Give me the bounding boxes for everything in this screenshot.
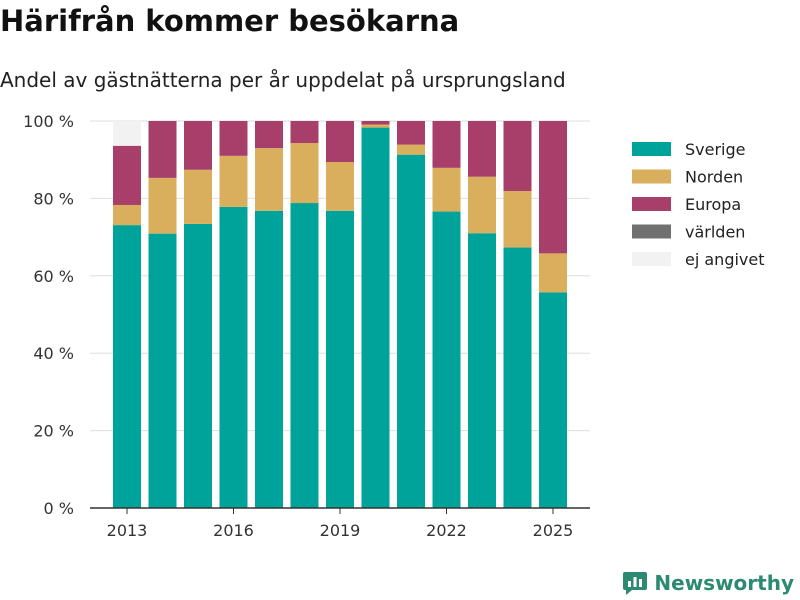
- bar-segment: [539, 121, 567, 254]
- y-tick-label: 100 %: [23, 112, 74, 131]
- x-tick-label: 2025: [533, 521, 574, 540]
- bar-segment: [219, 206, 248, 508]
- bar-segment: [397, 154, 425, 508]
- bar-segment: [468, 121, 496, 177]
- bar-segment: [539, 292, 567, 508]
- legend-swatch: [632, 224, 671, 239]
- y-tick-label: 20 %: [33, 422, 74, 441]
- bar-segment: [432, 121, 461, 168]
- bar-segment: [113, 204, 141, 226]
- bar-segment: [255, 121, 283, 149]
- bar-segment: [361, 121, 390, 125]
- legend-swatch: [632, 197, 671, 211]
- legend-label: Sverige: [685, 140, 746, 159]
- bar-segment: [503, 121, 532, 192]
- bar-segment: [148, 121, 177, 178]
- legend-label: världen: [685, 223, 745, 242]
- bar-segment: [290, 143, 319, 204]
- bar-segment: [468, 233, 496, 509]
- bar-segment: [148, 233, 177, 508]
- legend-swatch: [632, 142, 671, 156]
- bar-segment: [361, 127, 390, 508]
- bar-segment: [113, 225, 141, 508]
- bar-segment: [184, 121, 212, 170]
- y-tick-label: 40 %: [33, 344, 74, 363]
- bar-segment: [290, 203, 319, 508]
- bar-segment: [397, 144, 425, 155]
- bar-segment: [503, 191, 532, 248]
- brand-name: Newsworthy: [654, 571, 794, 595]
- bar-segment: [184, 223, 212, 508]
- legend-label: Europa: [685, 195, 741, 214]
- bar-segment: [326, 210, 354, 508]
- y-tick-label: 0 %: [44, 499, 74, 518]
- bar-segment: [255, 148, 283, 211]
- chart-subtitle: Andel av gästnätterna per år uppdelat på…: [0, 68, 566, 92]
- bar-segment: [503, 247, 532, 508]
- bar-segment: [219, 121, 248, 156]
- y-tick-label: 80 %: [33, 189, 74, 208]
- bar-segment: [432, 167, 461, 212]
- bar-segment: [397, 121, 425, 145]
- legend-label: ej angivet: [685, 250, 765, 269]
- newsworthy-logo-icon: [623, 572, 648, 595]
- brand-logo: Newsworthy: [622, 570, 794, 596]
- bar-segment: [184, 169, 212, 224]
- bar-segment: [148, 177, 177, 234]
- bar-segment: [113, 121, 141, 146]
- legend-label: Norden: [685, 168, 743, 187]
- bar-segment: [113, 145, 141, 205]
- x-tick-label: 2016: [213, 521, 254, 540]
- bar-segment: [326, 121, 354, 163]
- x-tick-label: 2013: [107, 521, 148, 540]
- bar-segment: [539, 253, 567, 293]
- bar-segment: [468, 176, 496, 234]
- bar-segment: [255, 210, 283, 508]
- y-tick-label: 60 %: [33, 267, 74, 286]
- x-tick-label: 2022: [426, 521, 467, 540]
- legend-swatch: [632, 169, 671, 184]
- chart-title: Härifrån kommer besökarna: [0, 4, 460, 38]
- bar-segment: [219, 155, 248, 207]
- bar-segment: [432, 211, 461, 509]
- legend-swatch: [632, 252, 671, 266]
- bar-segment: [290, 121, 319, 144]
- bar-segment: [361, 124, 390, 128]
- x-tick-label: 2019: [320, 521, 361, 540]
- bar-segment: [326, 162, 354, 211]
